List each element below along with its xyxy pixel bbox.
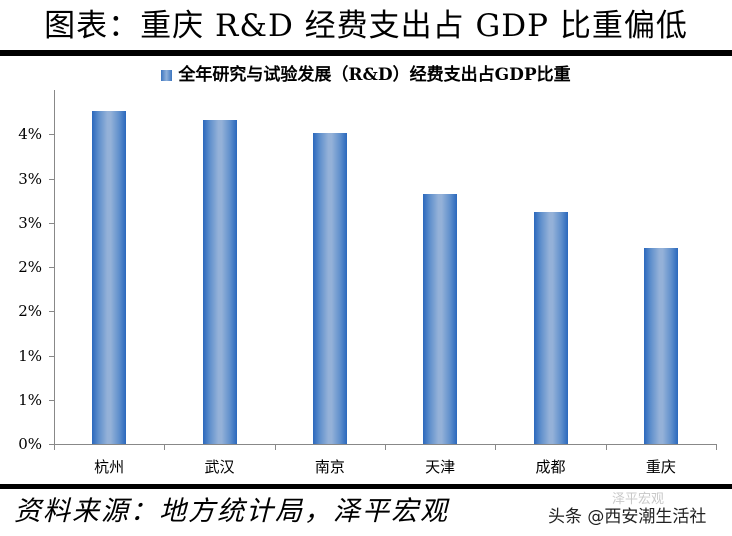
x-tick-label: 武汉 (204, 458, 235, 476)
chart-title: 图表：重庆 R&D 经费支出占 GDP 比重偏低 (44, 8, 688, 44)
y-tick-label: 3% (18, 213, 42, 232)
x-tick (54, 444, 55, 450)
y-tick-label: 4% (18, 125, 42, 144)
y-tick (49, 222, 54, 224)
plot-area: 0% 1% 1% 2% 2% 3% 3% 4% 杭州 武汉 南京 天津 成都 重庆 (18, 90, 717, 476)
y-tick-label: 2% (18, 302, 42, 321)
x-tick (164, 444, 166, 450)
x-tick-label: 南京 (314, 458, 345, 476)
footer-divider (0, 484, 732, 489)
y-tick (49, 178, 54, 180)
y-tick (49, 399, 54, 401)
title-divider (0, 50, 732, 56)
x-tick (716, 444, 717, 450)
watermark-faint: 泽平宏观 (612, 492, 665, 507)
legend: 全年研究与试验发展（R&D）经费支出占GDP比重 (0, 63, 732, 87)
y-tick-label: 3% (18, 169, 42, 188)
y-tick (49, 355, 54, 357)
x-tick-label: 杭州 (94, 458, 125, 476)
legend-swatch-icon (161, 70, 173, 81)
y-tick (49, 267, 54, 268)
bar-4 (533, 212, 568, 444)
bar-3 (423, 194, 458, 444)
x-tick-label: 成都 (535, 458, 566, 476)
y-tick (49, 134, 54, 136)
legend-label: 全年研究与试验发展（R&D）经费支出占GDP比重 (178, 65, 571, 85)
y-axis (54, 90, 55, 445)
bar-5 (643, 248, 678, 444)
x-tick (495, 444, 497, 450)
x-tick (274, 444, 276, 450)
y-tick-label: 1% (18, 390, 42, 409)
source-note: 资料来源：地方统计局，泽平宏观 (14, 496, 449, 527)
y-tick-label: 2% (18, 258, 42, 276)
x-tick (605, 444, 607, 450)
x-tick-label: 重庆 (645, 458, 676, 476)
watermark: 头条 @西安潮生活社 (548, 507, 707, 527)
y-tick (49, 311, 54, 313)
x-tick (385, 444, 386, 450)
x-tick-label: 天津 (425, 458, 456, 476)
y-tick-label: 0% (18, 435, 42, 453)
y-tick (49, 444, 54, 445)
bar-0 (92, 111, 127, 444)
bar-2 (312, 133, 347, 444)
bar-1 (202, 120, 237, 444)
y-tick-label: 1% (18, 346, 42, 365)
